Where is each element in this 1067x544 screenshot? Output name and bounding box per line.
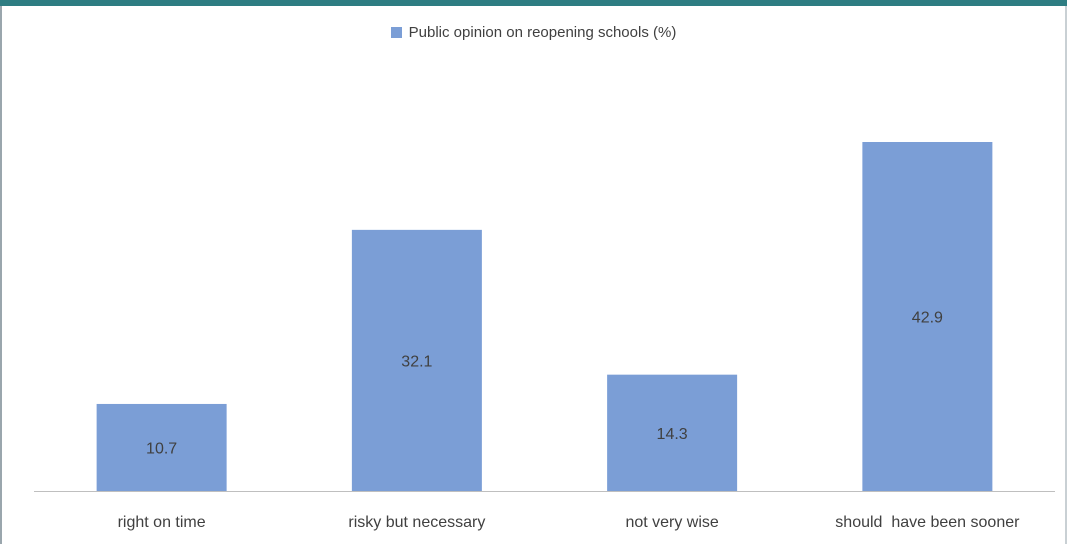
bar-2 (351, 229, 482, 491)
top-accent-bar (0, 0, 1067, 6)
category-label-1: right on time (118, 514, 206, 531)
legend-swatch (390, 27, 402, 38)
bar-value-label-3: 14.3 (657, 426, 688, 443)
frame-right-border (1065, 6, 1067, 544)
category-label-3: not very wise (625, 514, 718, 531)
bar-4 (862, 142, 993, 491)
bar-value-label-1: 10.7 (146, 440, 177, 457)
category-label-2: risky but necessary (348, 514, 485, 531)
bar-1 (96, 403, 227, 491)
frame-left-border (0, 6, 2, 544)
legend-label: Public opinion on reopening schools (%) (408, 24, 677, 41)
bar-value-label-4: 42.9 (912, 310, 943, 327)
bar-value-label-2: 32.1 (401, 353, 432, 370)
chart-legend: Public opinion on reopening schools (%) (0, 24, 1067, 41)
category-label-4: should have been sooner (835, 514, 1020, 531)
bar-3 (607, 374, 738, 491)
